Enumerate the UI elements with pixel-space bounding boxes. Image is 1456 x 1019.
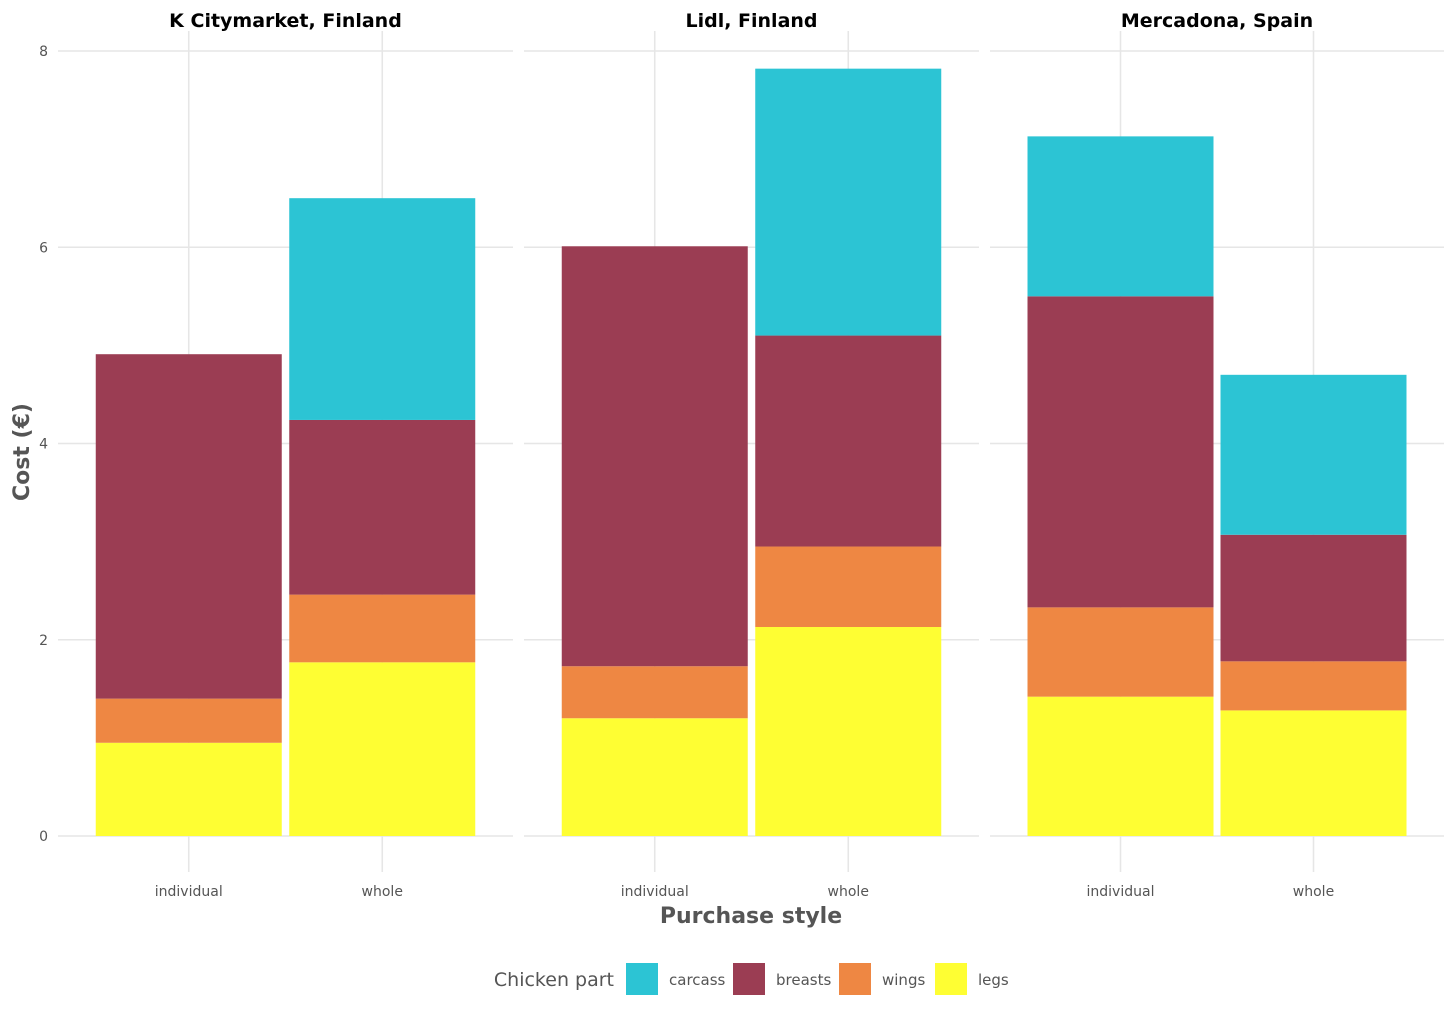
bar-segment-wings <box>95 698 282 743</box>
bar-segment-breasts <box>1220 534 1407 662</box>
legend-label: carcass <box>669 971 726 989</box>
bar-segment-breasts <box>755 335 942 547</box>
bar-segment-wings <box>1220 661 1407 711</box>
legend-key <box>935 963 967 995</box>
bar-segment-legs <box>755 626 942 836</box>
x-tick-label: individual <box>155 884 223 900</box>
legend-item-wings: wings <box>839 963 925 995</box>
x-tick-label: individual <box>1087 884 1155 900</box>
bar-segment-carcass <box>755 68 942 336</box>
bar-segment-breasts <box>95 354 282 699</box>
x-tick-label: whole <box>362 884 403 900</box>
bar-segment-breasts <box>561 246 748 667</box>
bar-segment-wings <box>755 546 942 627</box>
legend-label: legs <box>978 971 1009 989</box>
legend-item-breasts: breasts <box>733 963 831 995</box>
bar-segment-carcass <box>1220 374 1407 535</box>
legend-key <box>626 963 658 995</box>
legend-label: wings <box>882 971 925 989</box>
bar-segment-wings <box>289 594 476 663</box>
bar-segment-legs <box>1027 696 1214 836</box>
y-tick-label: 4 <box>39 437 48 453</box>
bar-segment-wings <box>561 666 748 719</box>
bar-segment-carcass <box>289 198 476 420</box>
legend-key <box>839 963 871 995</box>
legend-label: breasts <box>776 971 831 989</box>
x-tick-label: whole <box>828 884 869 900</box>
facet-title: K Citymarket, Finland <box>169 10 402 32</box>
legend-key <box>733 963 765 995</box>
y-axis-title: Cost (€) <box>10 403 35 501</box>
legend-items: carcass breasts wings legs <box>626 963 1009 995</box>
facet-title: Mercadona, Spain <box>1121 10 1313 32</box>
legend-item-legs: legs <box>935 963 1009 995</box>
x-axis-title: Purchase style <box>660 904 842 929</box>
x-tick-label: individual <box>621 884 689 900</box>
facet-titles-layer: K Citymarket, Finland Lidl, Finland Mercad… <box>169 10 1313 32</box>
bar-segment-legs <box>1220 710 1407 836</box>
bar-segment-breasts <box>289 419 476 595</box>
legend-title: Chicken part <box>494 969 614 991</box>
facet-title: Lidl, Finland <box>685 10 817 32</box>
y-tick-label: 6 <box>39 240 48 256</box>
bar-segment-legs <box>95 742 282 836</box>
bar-segment-breasts <box>1027 296 1214 608</box>
bars-layer <box>95 68 1407 836</box>
ticks-layer: individual whole individual whole individual… <box>39 44 1334 900</box>
y-tick-label: 0 <box>39 829 48 845</box>
legend: Chicken part carcass breasts wings legs <box>494 963 1009 995</box>
bar-segment-legs <box>561 718 748 836</box>
bar-segment-legs <box>289 662 476 836</box>
bar-segment-carcass <box>1027 136 1214 297</box>
legend-item-carcass: carcass <box>626 963 726 995</box>
bar-segment-wings <box>1027 607 1214 697</box>
y-tick-label: 2 <box>39 633 48 649</box>
y-tick-label: 8 <box>39 44 48 60</box>
x-tick-label: whole <box>1293 884 1334 900</box>
